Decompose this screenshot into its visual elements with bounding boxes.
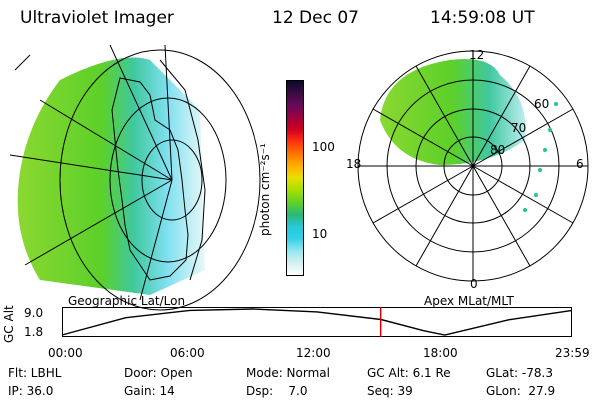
dsp-info: Dsp: 7.0 (246, 384, 308, 398)
glat-info: GLat: -78.3 (486, 366, 553, 380)
coastline-outer (159, 59, 206, 281)
mlt-label-6: 6 (576, 157, 584, 171)
ip-info: IP: 36.0 (8, 384, 54, 398)
timeline-axis-label: GC Alt (2, 305, 16, 343)
date-label: 12 Dec 07 (272, 8, 359, 28)
timeline-xtick-1800: 18:00 (423, 346, 458, 360)
altitude-curve (61, 308, 573, 336)
coastline (111, 77, 189, 281)
instrument-title: Ultraviolet Imager (20, 8, 174, 28)
geographic-map (9, 44, 261, 311)
polar-map (357, 50, 589, 282)
lat-label-60: 60 (534, 97, 550, 111)
lat-lon-grid (9, 44, 261, 311)
colorbar-tick-10: 10 (312, 227, 328, 241)
filter-info: Flt: LBHL (8, 366, 62, 380)
timeline-ytick-top: 9.0 (24, 306, 44, 320)
mlt-label-18: 18 (346, 157, 362, 171)
right-map-caption: Apex MLat/MLT (424, 294, 514, 308)
timeline-xtick-1200: 12:00 (296, 346, 331, 360)
timeline-plot (61, 307, 573, 337)
uv-aurora-disk (17, 57, 205, 295)
uv-aurora-oval (380, 59, 526, 165)
dayside-spots (523, 102, 558, 212)
mlt-label-12: 12 (469, 48, 485, 62)
seq-info: Seq: 39 (367, 384, 413, 398)
timeline-ytick-bottom: 1.8 (24, 325, 44, 339)
lat-label-80: 80 (490, 143, 506, 157)
colorbar-tick-100: 100 (312, 140, 335, 154)
left-map-caption: Geographic Lat/Lon (68, 294, 186, 308)
gain-info: Gain: 14 (124, 384, 175, 398)
timeline-xtick-2359: 23:59 (555, 346, 590, 360)
colorbar (286, 80, 304, 276)
gc-alt-info: GC Alt: 6.1 Re (367, 366, 451, 380)
timeline-xtick-0600: 06:00 (170, 346, 205, 360)
mlt-label-0: 0 (470, 277, 478, 291)
colorbar-unit-label: photon cm⁻²s⁻¹ (258, 143, 272, 236)
door-info: Door: Open (124, 366, 193, 380)
polar-grid (357, 50, 589, 282)
glon-info: GLon: 27.9 (486, 384, 556, 398)
mode-info: Mode: Normal (246, 366, 330, 380)
timeline-xtick-0000: 00:00 (48, 346, 83, 360)
lat-label-70: 70 (511, 121, 527, 135)
time-label: 14:59:08 UT (430, 8, 535, 28)
